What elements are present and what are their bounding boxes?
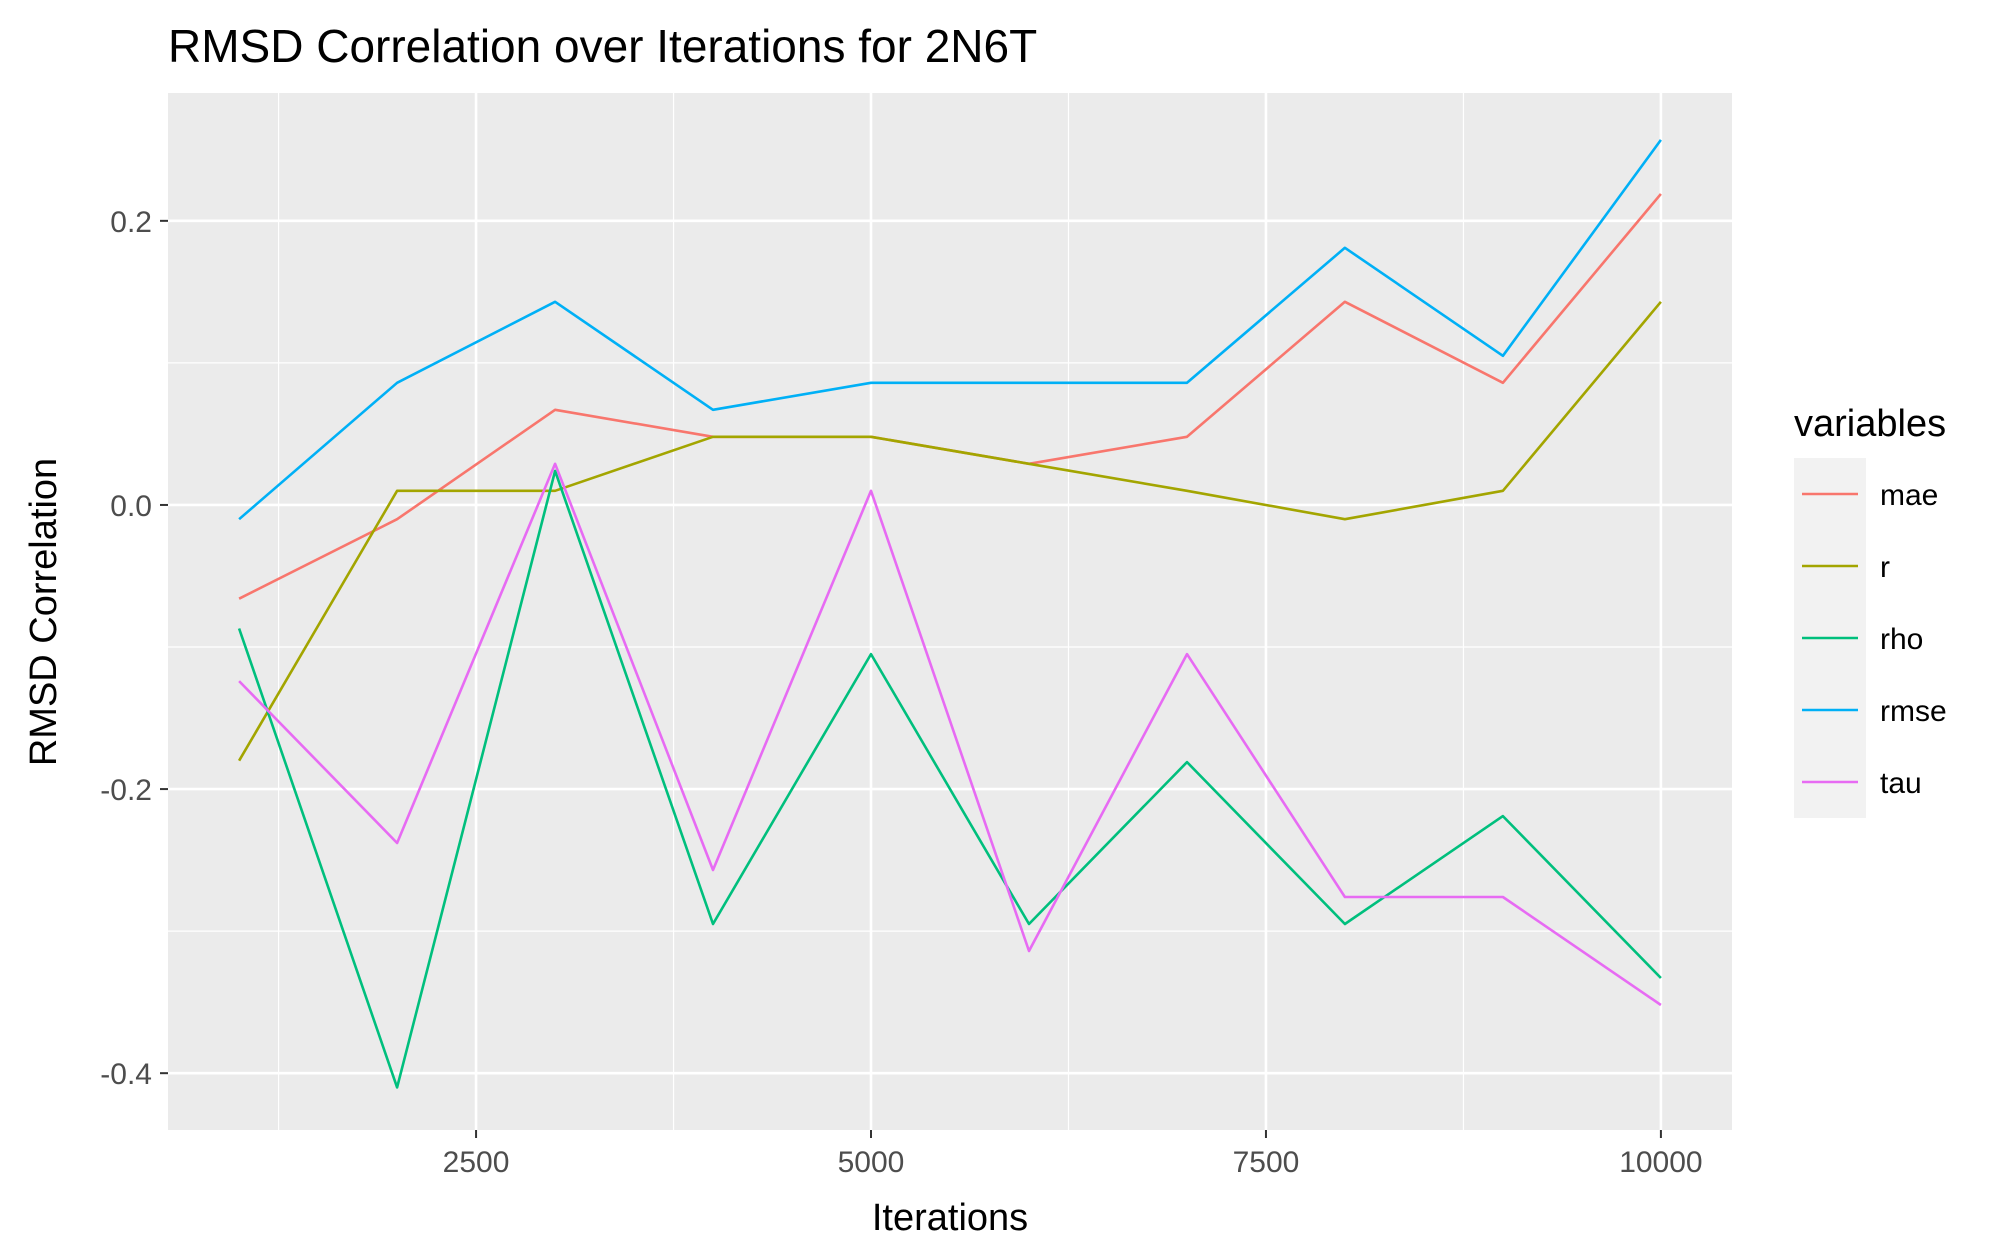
legend-label-r: r [1880, 551, 1890, 584]
y-tick-label: -0.4 [100, 1058, 152, 1091]
legend-label-rho: rho [1880, 623, 1923, 656]
series-line-rmse [238, 139, 1662, 521]
x-axis-title: Iterations [872, 1197, 1028, 1239]
x-tick-label: 10000 [1619, 1146, 1702, 1179]
series-line-r [237, 300, 1662, 762]
legend-label-rmse: rmse [1880, 695, 1947, 728]
x-tick-label: 7500 [1233, 1146, 1300, 1179]
y-axis: -0.4 -0.2 0.0 0.2 [100, 206, 168, 1091]
x-axis: 2500 5000 7500 10000 [443, 1130, 1703, 1179]
x-tick-label: 5000 [838, 1146, 905, 1179]
y-tick-label: -0.2 [100, 774, 152, 807]
y-tick-label: 0.2 [110, 206, 152, 239]
chart-title: RMSD Correlation over Iterations for 2N6… [168, 20, 1037, 72]
plot-panel [168, 93, 1732, 1130]
y-tick-label: 0.0 [110, 490, 152, 523]
legend: variables mae r rho rmse tau [1794, 403, 1947, 818]
series-lines [237, 139, 1662, 1089]
series-line-tau [238, 462, 1662, 1007]
legend-label-tau: tau [1880, 767, 1922, 800]
y-axis-title: RMSD Correlation [23, 458, 65, 766]
series-line-rho [237, 469, 1662, 1089]
legend-label-mae: mae [1880, 479, 1938, 512]
legend-title: variables [1794, 403, 1946, 445]
x-tick-label: 2500 [443, 1146, 510, 1179]
